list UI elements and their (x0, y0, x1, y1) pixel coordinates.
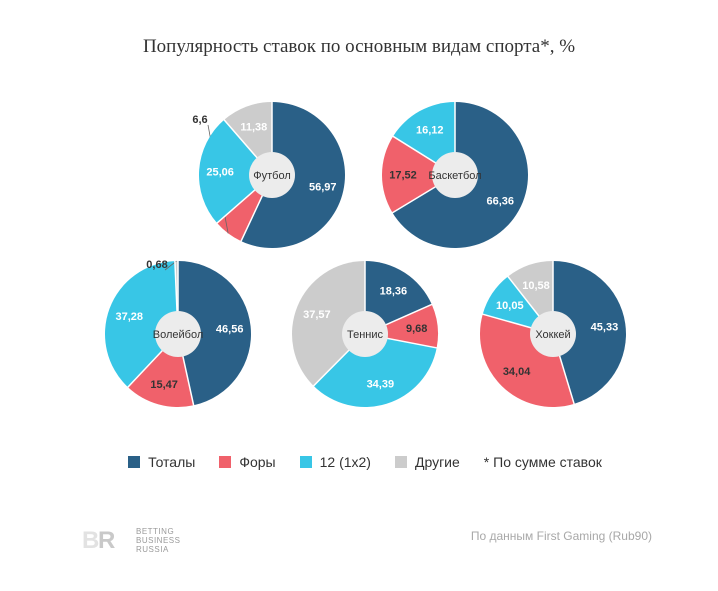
legend-item-1x2: 12 (1х2) (299, 454, 371, 470)
data-source: По данным First Gaming (Rub90) (470, 529, 652, 543)
legend-swatch-other (394, 456, 407, 468)
legend: Тоталы Форы 12 (1х2) Другие * По сумме с… (0, 454, 718, 470)
donut-hole (342, 311, 388, 357)
slice-value-label: 10,58 (522, 280, 550, 292)
legend-swatch-totals (128, 456, 141, 468)
slice-value-label: 56,97 (309, 181, 337, 193)
legend-item-other: Другие (394, 454, 460, 470)
slice-value-label: 37,57 (303, 309, 331, 321)
slice-value-label: 16,12 (416, 125, 444, 137)
chart-title: Популярность ставок по основным видам сп… (142, 36, 576, 57)
sport-label: Футбол (253, 170, 291, 182)
slice-value-label: 34,04 (503, 366, 531, 378)
logo-line-3: RUSSIA (136, 545, 169, 554)
donut-chart: 45,33 34,04 10,05 10,58 Хоккей (480, 260, 626, 407)
donut-hole (155, 311, 201, 357)
logo-mark-b: B (82, 526, 100, 554)
donut-chart: 46,56 15,47 37,28 0,68 Волейбол (105, 259, 251, 407)
legend-footnote: * По сумме ставок (483, 454, 602, 470)
sport-label: Хоккей (535, 329, 570, 341)
slice-value-label: 45,33 (591, 321, 619, 333)
donut-chart: 18,36 9,68 34,39 37,57 Теннис (292, 260, 438, 407)
donut-hole (432, 152, 478, 198)
legend-label-fory: Форы (239, 454, 276, 470)
legend-item-fory: Форы (219, 454, 276, 470)
slice-value-label: 9,68 (406, 323, 427, 335)
pie-slice (313, 334, 437, 407)
slice-value-label: 25,06 (206, 166, 234, 178)
slice-value-label: 34,39 (367, 379, 395, 391)
legend-label-totals: Тоталы (148, 454, 196, 470)
slice-value-label: 66,36 (487, 196, 515, 208)
slice-value-label: 18,36 (380, 285, 408, 297)
donut-hole (530, 311, 576, 357)
logo-text: BETTING BUSINESS RUSSIA (136, 527, 180, 554)
sport-label: Баскетбол (428, 170, 481, 182)
logo-line-2: BUSINESS (136, 536, 181, 545)
slice-value-label: 0,68 (146, 259, 167, 271)
pie-slice (382, 136, 455, 213)
legend-item-totals: Тоталы (128, 454, 195, 470)
pie-slice (393, 102, 455, 175)
pie-slice (365, 261, 432, 334)
slice-value-label: 6,6 (192, 114, 207, 126)
logo-mark: B R (82, 526, 130, 554)
donut-chart: 56,97 6,6 25,06 11,38 Футбол (192, 101, 345, 248)
pie-slice (178, 261, 251, 406)
slice-value-label: 46,56 (216, 323, 244, 335)
pie-slice (199, 119, 272, 224)
slice-value-label: 10,05 (496, 300, 524, 312)
slice-value-label: 37,28 (116, 311, 144, 323)
legend-label-other: Другие (414, 454, 460, 470)
donut-chart: 66,36 17,52 16,12 Баскетбол (382, 101, 529, 249)
legend-label-1x2: 12 (1х2) (319, 454, 371, 470)
betting-business-russia-logo: B R BETTING BUSINESS RUSSIA (82, 527, 180, 554)
sport-label: Теннис (347, 329, 384, 341)
logo-line-1: BETTING (136, 527, 175, 536)
slice-value-label: 11,38 (240, 121, 267, 133)
slice-value-label: 17,52 (389, 170, 417, 182)
pie-slice (553, 261, 626, 404)
slice-value-label: 15,47 (150, 379, 178, 391)
pie-slice (105, 261, 178, 388)
legend-swatch-fory (219, 456, 232, 468)
sport-label: Волейбол (153, 329, 204, 341)
donut-hole (249, 152, 295, 198)
logo-mark-r: R (98, 526, 116, 554)
legend-swatch-1x2 (299, 456, 312, 468)
pie-slice (292, 261, 365, 386)
